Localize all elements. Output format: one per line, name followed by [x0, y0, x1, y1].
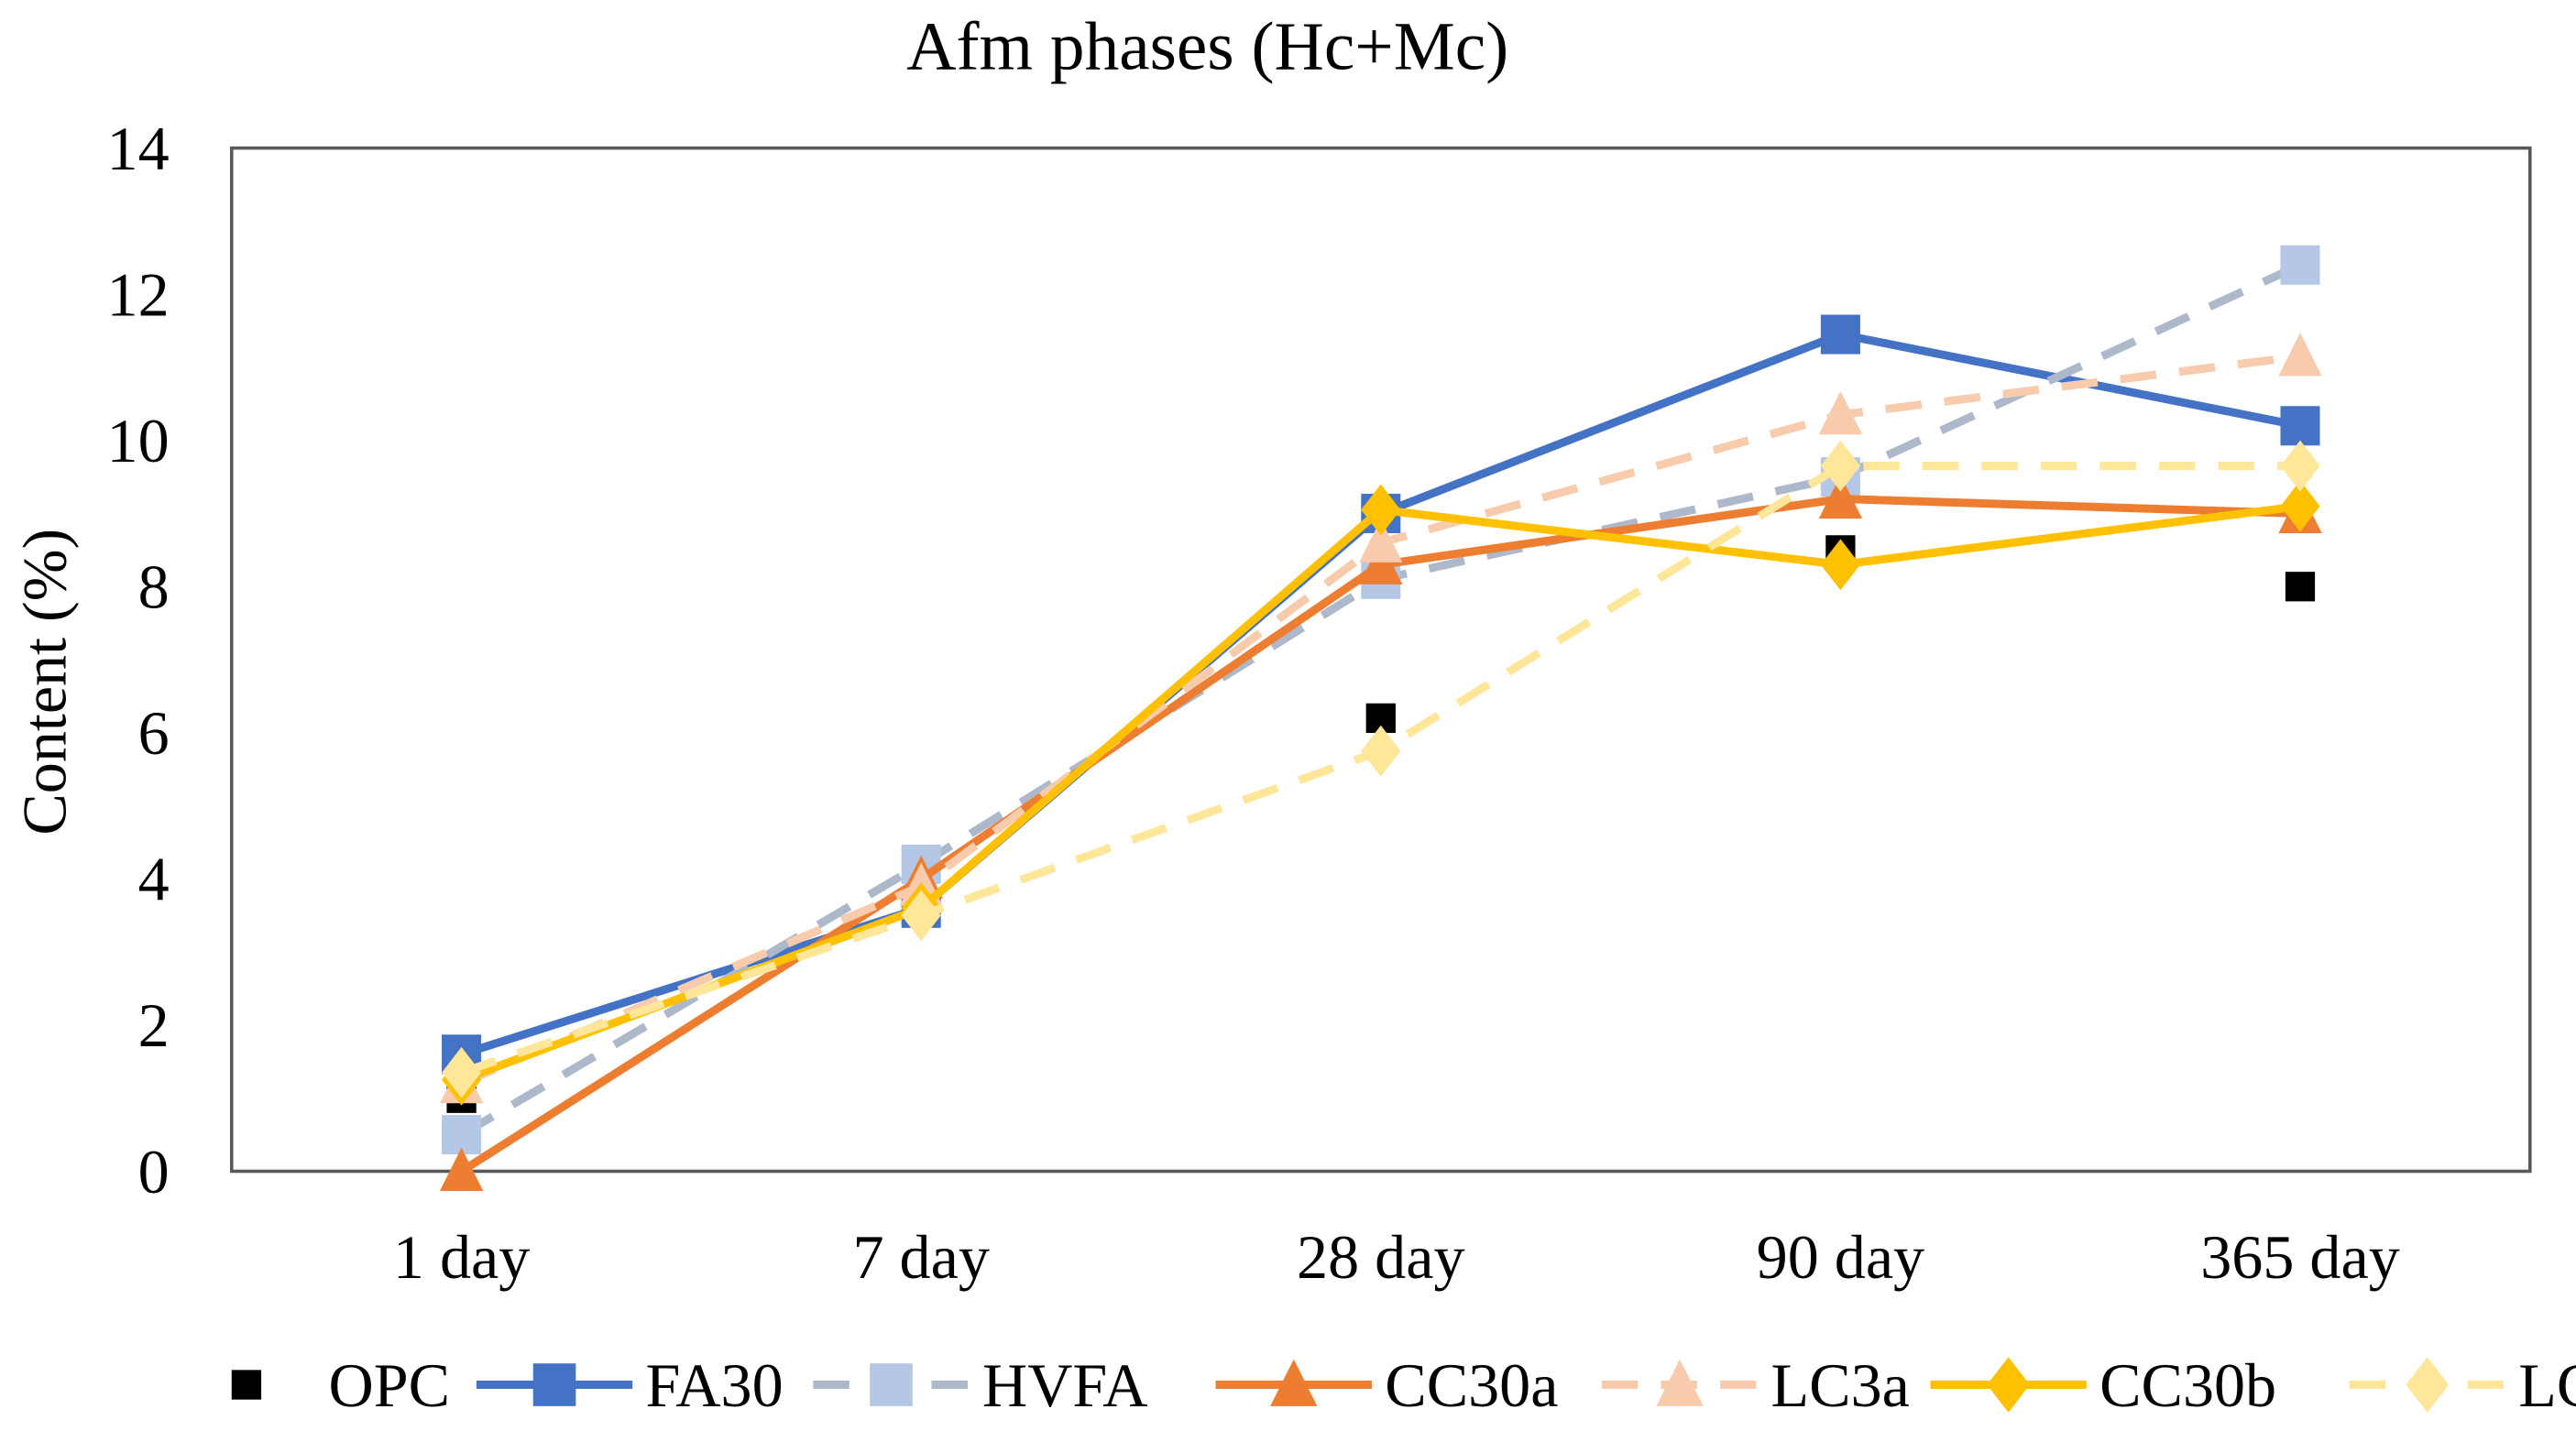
y-tick-label: 10 [107, 406, 170, 475]
data-point [2280, 245, 2320, 285]
legend-marker [2406, 1357, 2450, 1413]
data-point [1820, 314, 1860, 355]
data-point [442, 1046, 482, 1098]
data-point [1361, 725, 1401, 777]
x-tick-label: 1 day [393, 1222, 530, 1292]
legend-item-lc3a: LC3a [1601, 1350, 1910, 1420]
data-point [1359, 541, 1403, 584]
legend-item-lc3b: LC3b [2349, 1350, 2576, 1420]
legend-marker [1656, 1359, 1704, 1406]
legend-item-cc30a: CC30a [1215, 1350, 1558, 1420]
legend-label: LC3b [2518, 1350, 2576, 1420]
legend-label: CC30a [1385, 1350, 1558, 1420]
legend-item-cc30b: CC30b [1930, 1350, 2276, 1420]
series-fa30 [442, 314, 2320, 1075]
data-point [1361, 484, 1401, 536]
chart-title: Afm phases (Hc+Mc) [906, 9, 1508, 85]
legend-marker [231, 1370, 262, 1400]
legend-item-fa30: FA30 [476, 1350, 784, 1420]
y-tick-label: 12 [107, 259, 170, 329]
x-tick-label: 7 day [852, 1222, 989, 1292]
legend-label: LC3a [1771, 1350, 1910, 1420]
legend-item-hvfa: HVFA [813, 1350, 1147, 1420]
data-point [2280, 440, 2320, 492]
y-tick-label: 0 [138, 1137, 170, 1207]
series-opc [446, 535, 2316, 1113]
x-tick-label: 365 day [2200, 1222, 2400, 1292]
legend-marker [870, 1363, 913, 1406]
legend-label: HVFA [982, 1350, 1147, 1420]
legend-label: FA30 [646, 1350, 784, 1420]
y-tick-label: 8 [138, 552, 170, 622]
y-tick-label: 2 [138, 990, 170, 1060]
legend-marker [532, 1363, 576, 1406]
y-tick-label: 6 [138, 698, 170, 768]
data-point [1818, 390, 1863, 435]
x-tick-label: 90 day [1757, 1222, 1924, 1292]
data-point [1818, 475, 1863, 519]
series-cc30a [439, 475, 2322, 1191]
data-point [2285, 572, 2316, 602]
plot-area [229, 146, 2532, 1174]
data-point [1820, 440, 1860, 492]
legend-label: CC30b [2099, 1350, 2276, 1420]
y-axis-label: Content (%) [10, 529, 80, 836]
data-point [1820, 539, 1860, 591]
data-point [1359, 519, 1403, 563]
series-line [460, 330, 2301, 1059]
data-point [2278, 333, 2322, 377]
series-hvfa [442, 245, 2320, 1155]
legend-item-opc: OPC [231, 1350, 450, 1420]
series-line [459, 495, 2301, 1175]
data-point [439, 1147, 484, 1191]
legend-marker [1270, 1359, 1318, 1406]
legend-label: OPC [329, 1350, 450, 1420]
legend-marker [1987, 1357, 2030, 1413]
data-point [2280, 406, 2320, 446]
y-tick-label: 4 [138, 845, 170, 914]
y-tick-label: 14 [107, 114, 170, 183]
x-tick-label: 28 day [1297, 1222, 1464, 1292]
